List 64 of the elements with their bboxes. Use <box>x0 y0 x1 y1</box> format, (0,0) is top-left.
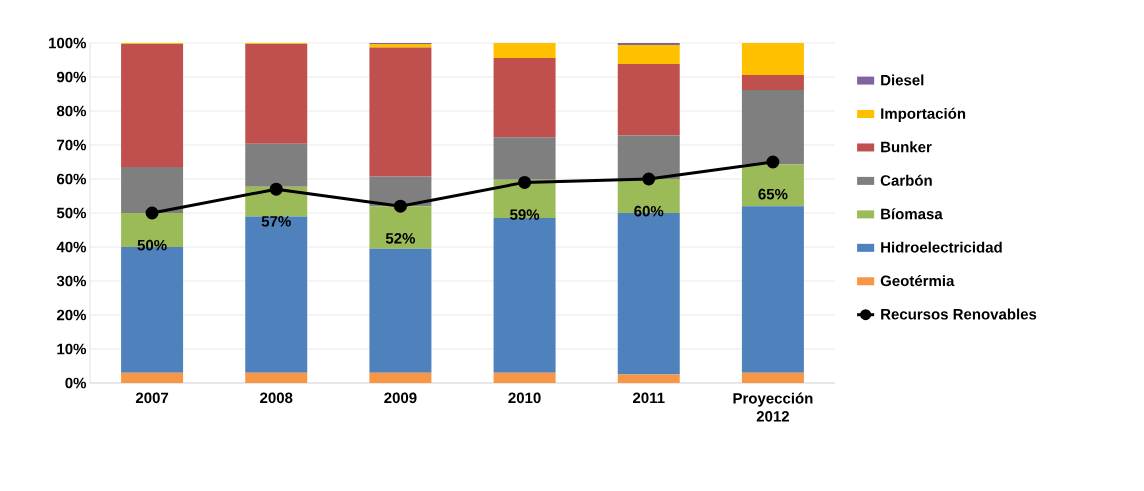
bar <box>493 57 556 138</box>
y-tick-label: 60% <box>57 173 87 185</box>
point <box>145 206 159 220</box>
bar <box>617 374 680 383</box>
legend-label: Geotérmia <box>880 275 955 287</box>
bar <box>617 64 680 136</box>
bar <box>245 216 308 373</box>
y-tick-label: 40% <box>56 241 87 253</box>
y-tick-label: 50% <box>56 207 87 219</box>
y-tick-label: 70% <box>57 139 87 151</box>
bar <box>741 206 804 373</box>
bar <box>369 248 432 373</box>
bar <box>741 164 804 207</box>
y-tick-label: 30% <box>56 275 87 287</box>
y-tick-label: 20% <box>56 309 87 321</box>
x-tick-label: 2007 <box>135 392 169 404</box>
data-label: 52% <box>385 233 416 244</box>
bar <box>245 372 308 383</box>
x-tick-label: 2009 <box>384 392 417 404</box>
bar <box>617 43 680 46</box>
legend-label: Bíomasa <box>881 208 943 220</box>
point <box>642 172 656 186</box>
legend-label: Carbón <box>880 174 932 186</box>
legend-label: Recursos Renovables <box>881 308 1037 320</box>
bar <box>741 43 804 75</box>
bar <box>617 45 680 65</box>
bar <box>245 143 308 187</box>
bar <box>245 44 308 144</box>
data-label: 65% <box>758 188 788 200</box>
y-tick-label: 10% <box>57 343 87 355</box>
bar <box>741 372 804 383</box>
data-label: 57% <box>261 216 291 227</box>
bar <box>369 372 432 383</box>
y-tick-label: 0% <box>65 377 87 389</box>
y-tick-label: 80% <box>56 105 87 117</box>
y-tick-label: 90% <box>56 71 87 83</box>
bar <box>493 137 556 180</box>
bar <box>121 167 184 213</box>
legend-label: Importación <box>881 107 966 122</box>
bar <box>617 135 680 179</box>
x-tick-label: 2008 <box>260 392 293 404</box>
bar <box>741 89 804 165</box>
point <box>269 182 283 196</box>
point <box>766 155 780 169</box>
y-tick-label: 100% <box>49 37 87 49</box>
x-tick-label: 2011 <box>632 392 665 404</box>
bar <box>369 47 432 177</box>
bar <box>741 74 804 90</box>
legend-label: Bunker <box>881 141 932 153</box>
data-label: 60% <box>634 205 664 217</box>
data-label: 59% <box>510 209 540 220</box>
legend-label: Diesel <box>881 74 924 86</box>
legend-label: Hidroelectricidad <box>881 241 1002 253</box>
x-tick-label: Proyección 2012 <box>733 392 813 422</box>
point <box>518 175 532 189</box>
point <box>393 199 407 213</box>
bar <box>493 218 556 373</box>
x-tick-label: 2010 <box>508 392 541 404</box>
bar <box>121 44 184 168</box>
bar <box>369 206 432 249</box>
bar <box>493 43 556 58</box>
bar <box>493 372 556 383</box>
bar <box>121 372 184 383</box>
data-label: 50% <box>137 239 167 251</box>
